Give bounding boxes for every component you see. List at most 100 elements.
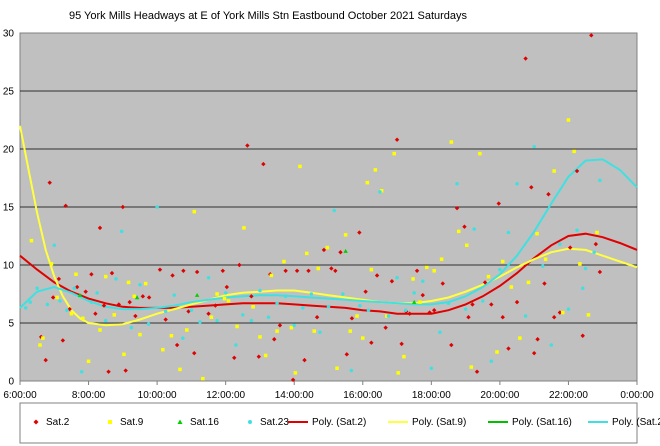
data-point xyxy=(551,315,557,320)
data-point xyxy=(462,224,467,229)
data-point xyxy=(523,314,528,318)
data-point xyxy=(258,288,262,293)
legend-label: Sat.9 xyxy=(120,417,144,428)
data-point xyxy=(349,368,354,373)
data-point xyxy=(407,311,412,316)
data-point xyxy=(532,144,536,149)
data-point xyxy=(597,269,603,275)
data-point xyxy=(206,311,211,316)
x-tick-label: 18:00:00 xyxy=(412,390,451,401)
data-point xyxy=(363,289,368,294)
data-point xyxy=(535,231,539,236)
legend-label: Poly. (Sat.16) xyxy=(512,417,572,428)
y-tick-label: 5 xyxy=(8,319,14,330)
x-axis-ticks: 6:00:00 8:00:00 10:00:00 12:00:00 14:00:00 16… xyxy=(3,381,654,401)
data-point xyxy=(305,251,309,256)
data-point xyxy=(312,329,316,333)
data-point xyxy=(194,269,200,275)
data-point xyxy=(134,295,140,300)
data-point xyxy=(566,307,571,311)
data-point xyxy=(529,185,534,190)
data-point xyxy=(586,313,591,317)
data-point xyxy=(567,245,573,250)
data-point xyxy=(432,269,436,273)
data-point xyxy=(456,229,461,234)
data-point xyxy=(449,140,454,144)
data-point xyxy=(256,354,262,359)
data-point xyxy=(495,350,499,354)
data-point xyxy=(283,268,288,273)
data-point xyxy=(138,282,142,287)
data-point xyxy=(421,279,425,283)
data-point xyxy=(269,273,274,278)
x-tick-label: 0:00:00 xyxy=(620,390,654,401)
legend-label: Poly. (Sat.23) xyxy=(612,417,660,428)
x-tick-label: 20:00:00 xyxy=(480,390,519,401)
data-point xyxy=(83,289,88,294)
legend-marker xyxy=(177,419,183,424)
data-point xyxy=(201,376,205,381)
data-point xyxy=(45,302,50,307)
data-point xyxy=(120,204,126,210)
data-point xyxy=(463,307,468,311)
data-point xyxy=(146,295,152,300)
data-point xyxy=(49,262,54,266)
data-point xyxy=(575,228,579,232)
data-point xyxy=(474,369,480,374)
trend-line xyxy=(19,158,638,311)
data-point xyxy=(226,299,231,303)
data-point xyxy=(86,359,91,364)
data-point xyxy=(222,296,227,301)
data-point xyxy=(325,245,330,250)
data-point xyxy=(163,317,168,322)
data-point xyxy=(161,347,165,352)
data-point xyxy=(438,330,442,335)
data-point xyxy=(23,306,28,310)
data-point xyxy=(598,178,602,183)
data-point xyxy=(132,294,137,299)
x-tick-label: 14:00:00 xyxy=(275,390,314,401)
data-point xyxy=(369,340,374,345)
data-point xyxy=(412,291,416,295)
data-point xyxy=(232,355,237,360)
data-point xyxy=(357,230,362,235)
data-point xyxy=(535,337,540,342)
data-point xyxy=(293,371,298,375)
data-point xyxy=(396,371,400,375)
data-point xyxy=(403,308,408,312)
y-tick-label: 20 xyxy=(3,145,15,156)
data-point xyxy=(439,257,444,261)
data-point xyxy=(411,277,415,281)
data-point xyxy=(515,182,519,186)
data-point xyxy=(129,325,134,330)
data-point xyxy=(114,277,118,281)
data-point xyxy=(157,267,163,272)
data-point xyxy=(123,368,128,373)
legend-box xyxy=(19,402,638,444)
data-point xyxy=(399,341,404,347)
data-point xyxy=(332,208,336,213)
data-point xyxy=(378,190,382,194)
data-point xyxy=(163,309,168,314)
data-point xyxy=(122,352,126,357)
chart-title: 95 York Mills Headways at E of York Mill… xyxy=(69,10,468,22)
data-point xyxy=(215,292,219,296)
data-point xyxy=(292,323,296,328)
data-point xyxy=(241,313,245,317)
data-point xyxy=(402,354,406,359)
x-tick-label: 12:00:00 xyxy=(206,390,245,401)
data-point xyxy=(63,203,68,209)
data-point xyxy=(143,281,148,286)
legend: Sat.2 Sat.9 Sat.16 Sat.23 Poly. (Sat.2) Poly.… xyxy=(33,417,660,428)
data-point xyxy=(316,266,320,271)
data-point xyxy=(81,316,85,321)
y-axis-ticks: 0 5 10 15 20 25 30 xyxy=(3,29,15,388)
data-point xyxy=(263,353,268,358)
data-point xyxy=(429,366,434,370)
data-point xyxy=(101,303,107,308)
data-point xyxy=(379,189,384,193)
data-point xyxy=(558,242,562,246)
y-tick-label: 30 xyxy=(3,29,15,40)
y-tick-label: 0 xyxy=(8,377,14,388)
